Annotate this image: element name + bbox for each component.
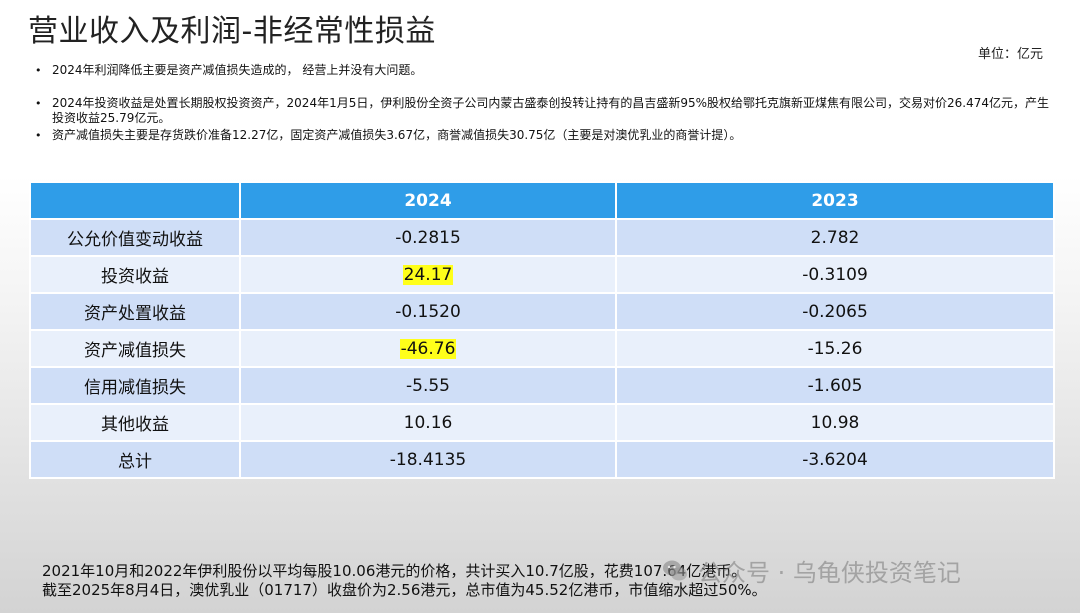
table-header-row: 2024 2023 (29, 181, 1055, 220)
row-label: 资产处置收益 (29, 292, 241, 331)
cell-2023: -1.605 (615, 366, 1055, 405)
cell-2023: -0.3109 (615, 255, 1055, 294)
cell-2024: 10.16 (239, 403, 617, 442)
cell-2024: 24.17 (239, 255, 617, 294)
header-cell-2023: 2023 (615, 181, 1055, 220)
table-row: 资产减值损失 -46.76 -15.26 (29, 329, 1055, 368)
row-label: 总计 (29, 440, 241, 479)
cell-2024: -18.4135 (239, 440, 617, 479)
table-row: 投资收益 24.17 -0.3109 (29, 255, 1055, 294)
cell-2024: -0.1520 (239, 292, 617, 331)
unit-label: 单位：亿元 (977, 47, 1043, 62)
bullet-text: 2024年利润降低主要是资产减值损失造成的， 经营上并没有大问题。 (52, 63, 423, 77)
bullet-item: • 资产减值损失主要是存货跌价准备12.27亿，固定资产减值损失3.67亿，商誉… (30, 128, 1060, 143)
income-table: 2024 2023 公允价值变动收益 -0.2815 2.782 投资收益 24… (29, 181, 1055, 479)
watermark-text: 公众号 · 乌龟侠投资笔记 (698, 559, 961, 587)
bullet-text: 资产减值损失主要是存货跌价准备12.27亿，固定资产减值损失3.67亿，商誉减值… (52, 128, 742, 142)
cell-2024: -0.2815 (239, 218, 617, 257)
row-label: 公允价值变动收益 (29, 218, 241, 257)
table-row: 总计 -18.4135 -3.6204 (29, 440, 1055, 479)
highlighted-value: -46.76 (399, 338, 457, 359)
table-row: 资产处置收益 -0.1520 -0.2065 (29, 292, 1055, 331)
cell-2023: 2.782 (615, 218, 1055, 257)
row-label: 资产减值损失 (29, 329, 241, 368)
bullet-dot-icon: • (35, 129, 42, 142)
row-label: 其他收益 (29, 403, 241, 442)
bullet-dot-icon: • (35, 64, 42, 77)
footer-line: 截至2025年8月4日，澳优乳业（01717）收盘价为2.56港元，总市值为45… (42, 581, 767, 599)
bullet-item: • 2024年利润降低主要是资产减值损失造成的， 经营上并没有大问题。 (30, 63, 1060, 78)
bullet-item: • 2024年投资收益是处置长期股权投资资产，2024年1月5日，伊利股份全资子… (30, 96, 1060, 126)
bullet-list: • 2024年利润降低主要是资产减值损失造成的， 经营上并没有大问题。 • 20… (30, 63, 1060, 143)
cell-2023: -0.2065 (615, 292, 1055, 331)
footer-notes: 2021年10月和2022年伊利股份以平均每股10.06港元的价格，共计买入10… (42, 562, 767, 600)
row-label: 信用减值损失 (29, 366, 241, 405)
footer-line: 2021年10月和2022年伊利股份以平均每股10.06港元的价格，共计买入10… (42, 562, 747, 580)
bullet-text: 2024年投资收益是处置长期股权投资资产，2024年1月5日，伊利股份全资子公司… (52, 96, 1050, 125)
cell-2024: -5.55 (239, 366, 617, 405)
table-row: 其他收益 10.16 10.98 (29, 403, 1055, 442)
header-cell-2024: 2024 (239, 181, 617, 220)
cell-2024: -46.76 (239, 329, 617, 368)
page-title: 营业收入及利润-非经常性损益 (28, 14, 436, 49)
cell-2023: -15.26 (615, 329, 1055, 368)
bullet-dot-icon: • (35, 97, 42, 110)
cell-2023: 10.98 (615, 403, 1055, 442)
wechat-icon (662, 558, 688, 584)
highlighted-value: 24.17 (402, 264, 454, 285)
cell-2023: -3.6204 (615, 440, 1055, 479)
row-label: 投资收益 (29, 255, 241, 294)
watermark: 公众号 · 乌龟侠投资笔记 (662, 553, 961, 588)
table-row: 信用减值损失 -5.55 -1.605 (29, 366, 1055, 405)
table-row: 公允价值变动收益 -0.2815 2.782 (29, 218, 1055, 257)
header-cell-label (29, 181, 241, 220)
